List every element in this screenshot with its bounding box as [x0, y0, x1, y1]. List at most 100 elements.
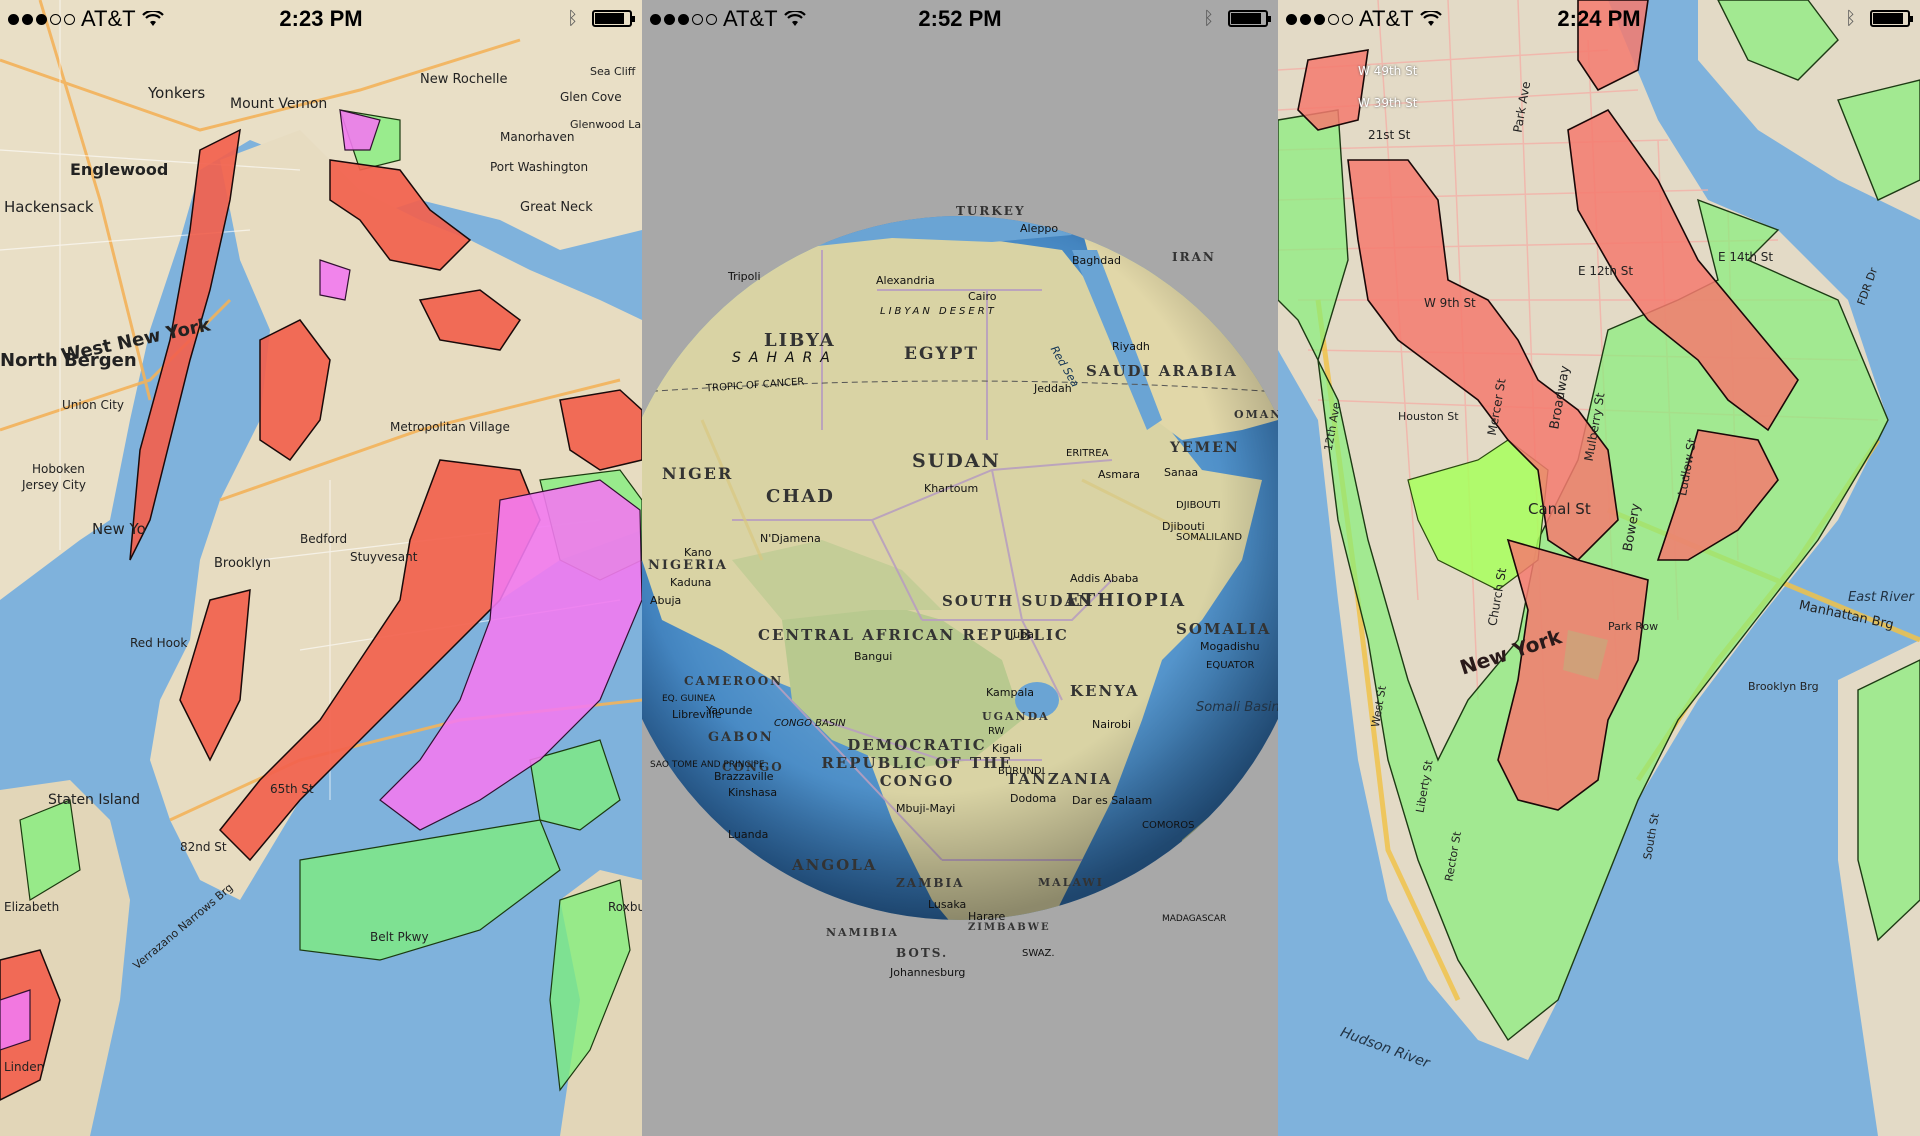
carrier-name: AT&T [81, 6, 136, 31]
country-label: OMAN [1234, 408, 1278, 421]
status-bar: AT&T 2:24 PM ᛒ [1278, 0, 1920, 40]
region-label: SAO TOME AND PRINCIPE [650, 760, 765, 770]
city-label: Lusaka [928, 898, 967, 911]
city-label: Jeddah [1034, 382, 1072, 395]
region-label: COMOROS [1142, 820, 1195, 831]
country-label: ZIMBABWE [968, 922, 1051, 933]
country-label: MALAWI [1038, 876, 1104, 889]
city-label: Kano [684, 546, 712, 559]
wifi-icon [1419, 11, 1442, 26]
region-label: LIBYAN DESERT [880, 306, 997, 317]
region-label: MADAGASCAR [1162, 914, 1227, 924]
city-label: Kinshasa [728, 786, 778, 799]
country-label: CAMEROON [684, 674, 784, 688]
region-label: DJIBOUTI [1176, 500, 1221, 511]
country-label: SAUDI ARABIA [1086, 362, 1238, 380]
battery-icon [1870, 10, 1913, 27]
city-label: N'Djamena [760, 532, 821, 545]
city-label: Yaounde [706, 704, 753, 717]
bluetooth-icon: ᛒ [1845, 8, 1856, 28]
country-label: ANGOLA [792, 856, 878, 874]
city-label: Brazzaville [714, 770, 774, 783]
country-label: NIGERIA [648, 558, 728, 573]
city-label: Khartoum [924, 482, 979, 495]
city-label: Kampala [986, 686, 1034, 699]
city-label: Dodoma [1010, 792, 1057, 805]
region-label: ERITREA [1066, 448, 1109, 459]
city-label: Abuja [650, 594, 682, 607]
carrier-name: AT&T [1359, 6, 1414, 31]
city-label: Kigali [992, 742, 1023, 755]
region-label: EQ. GUINEA [662, 694, 716, 704]
region-label: SAHARA [732, 350, 838, 366]
status-time: 2:23 PM [279, 6, 363, 31]
country-label: KENYA [1070, 682, 1140, 700]
region-label: SOMALILAND [1176, 532, 1243, 543]
country-label: ETHIOPIA [1066, 590, 1187, 611]
country-label: UGANDA [982, 710, 1050, 723]
panel-nyc-flood-map[interactable]: Yonkers New Rochelle Mount Vernon Glen C… [0, 0, 642, 1136]
country-label: SUDAN [912, 450, 1001, 472]
city-label: Harare [968, 910, 1006, 923]
panel-globe-map[interactable]: LIBYA EGYPT SUDAN CHAD NIGER NIGERIA CEN… [642, 0, 1278, 1136]
city-label: Bangui [854, 650, 893, 663]
country-label: LIBYA [764, 330, 836, 351]
globe-canvas[interactable] [642, 0, 1278, 1136]
battery-icon [592, 10, 635, 27]
panel-manhattan-map[interactable]: W 49th St W 39th St 21st St Park Ave E 1… [1278, 0, 1920, 1136]
country-label: YEMEN [1170, 440, 1240, 456]
country-label: EGYPT [904, 344, 980, 364]
country-label: GABON [708, 730, 774, 745]
status-time: 2:24 PM [1557, 6, 1641, 31]
city-label: Mogadishu [1200, 640, 1260, 653]
city-label: Djibouti [1162, 520, 1205, 533]
country-label: NAMIBIA [826, 926, 899, 939]
region-label: BURUNDI [998, 766, 1045, 777]
city-label: Tripoli [728, 270, 761, 283]
city-label: Alexandria [876, 274, 935, 287]
region-label: EQUATOR [1206, 660, 1255, 671]
country-label: CENTRAL AFRICAN REPUBLIC [758, 626, 1069, 644]
city-label: Riyadh [1112, 340, 1150, 353]
country-label: ZAMBIA [896, 876, 965, 890]
status-bar: AT&T 2:52 PM ᛒ [642, 0, 1278, 40]
country-label: CONGO [722, 760, 784, 774]
city-label: Asmara [1098, 468, 1140, 481]
carrier-name: AT&T [723, 6, 778, 31]
signal-strength-icon [650, 13, 717, 25]
country-label: BOTS. [896, 946, 949, 960]
city-label: Baghdad [1072, 254, 1121, 267]
city-label: Luanda [728, 828, 769, 841]
country-label: SOUTH SUDAN [942, 592, 1094, 610]
signal-strength-icon [1286, 13, 1353, 25]
country-label: NIGER [662, 464, 734, 483]
city-label: Libreville [672, 708, 722, 721]
map-canvas-nyc[interactable] [0, 0, 642, 1136]
wifi-icon [141, 11, 164, 26]
country-label: TURKEY [956, 204, 1026, 218]
city-label: Aleppo [1020, 222, 1059, 235]
region-label: Somali Basin [1196, 700, 1278, 715]
city-label: Sanaa [1164, 466, 1199, 479]
city-label: Addis Ababa [1070, 572, 1139, 585]
status-time: 2:52 PM [918, 6, 1002, 31]
map-canvas-manhattan[interactable] [1278, 0, 1920, 1136]
region-label: CONGO BASIN [774, 718, 846, 729]
status-bar: AT&T 2:23 PM ᛒ [0, 0, 642, 40]
country-label: CHAD [766, 486, 835, 507]
city-label: Johannesburg [890, 966, 966, 979]
region-label: RW [988, 726, 1005, 737]
signal-strength-icon [8, 13, 75, 25]
bluetooth-icon: ᛒ [1203, 8, 1214, 28]
city-label: Nairobi [1092, 718, 1132, 731]
city-label: Dar es Salaam [1072, 794, 1153, 807]
country-label: IRAN [1172, 250, 1216, 264]
country-label: SOMALIA [1176, 620, 1272, 638]
region-label: SWAZ. [1022, 948, 1055, 959]
city-label: Cairo [968, 290, 997, 303]
country-label: TANZANIA [1006, 770, 1113, 788]
country-label: DEMOCRATIC REPUBLIC OF THE CONGO [821, 736, 1013, 790]
battery-icon [1228, 10, 1271, 27]
bluetooth-icon: ᛒ [567, 8, 578, 28]
wifi-icon [783, 11, 806, 26]
